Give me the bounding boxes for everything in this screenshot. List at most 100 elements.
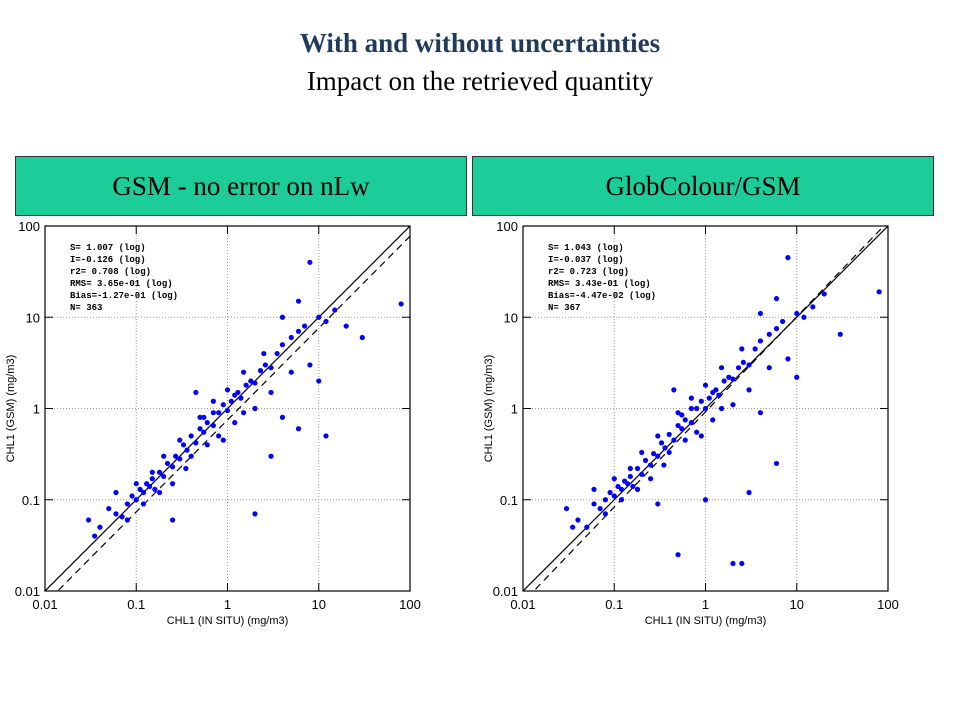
data-point [773,296,780,302]
x-tick-label: 10 [790,597,804,612]
data-point [224,407,231,414]
data-point [184,447,190,453]
data-point [639,471,645,477]
data-point [642,457,649,463]
data-point [591,501,597,507]
data-point [597,505,603,512]
data-point [92,533,98,539]
data-point [307,259,313,265]
slide-title: With and without uncertainties [299,28,661,58]
data-point [735,365,742,371]
data-point [694,429,700,435]
data-point [398,301,404,307]
data-point [730,402,736,408]
data-point [204,442,210,448]
data-point [124,501,131,507]
data-point [682,437,688,443]
data-point [766,365,772,371]
data-point [119,514,125,520]
data-point [197,414,203,420]
data-point [323,318,329,325]
data-point [307,362,313,368]
data-point [702,382,709,388]
data-point [137,486,143,492]
data-point [773,460,780,467]
y-tick-label: 100 [18,219,40,234]
data-point [235,389,241,396]
slide-subtitle: Impact on the retrieved quantity [306,66,654,96]
data-point [675,422,681,429]
x-tick-label: 1 [224,597,231,612]
x-tick-label: 0.01 [32,597,57,612]
data-point [302,323,308,329]
data-point [710,417,716,423]
data-point [180,442,187,448]
data-point [216,410,222,416]
data-point [634,465,641,472]
data-point [295,298,302,304]
data-point [156,469,163,475]
data-point [201,414,207,420]
scatter-plot-right: 0.01 0.1 1 10 100 0.01 0.1 1 10 100 CHL1 (IN SITU)… [483,219,899,627]
data-point [268,453,274,459]
data-point [201,429,207,435]
data-point [210,422,216,429]
data-point [261,350,267,357]
data-point [252,380,258,386]
x-axis-label: CHL1 (IN SITU) (mg/m3) [167,615,289,627]
data-point [140,501,147,507]
data-point [575,517,581,523]
data-point [716,392,722,398]
data-point [757,310,764,317]
data-point [288,369,294,375]
x-tick-label: 10 [312,597,326,612]
data-point [821,291,827,297]
data-point [164,460,171,467]
data-point [161,453,167,459]
data-point [682,417,688,423]
data-point [224,387,231,393]
y-tick-label: 1 [33,402,40,417]
stat-line: S= 1.007 (log) [70,243,146,253]
data-point [197,426,203,432]
data-point [173,453,179,459]
data-point [129,493,135,499]
stat-line: r2= 0.708 (log) [70,267,151,277]
data-point [279,314,286,320]
data-point [837,331,843,337]
data-point [671,387,677,393]
data-point [773,326,780,332]
data-point [161,473,167,480]
data-point [627,473,633,480]
regression-line [532,226,885,591]
data-point [262,362,268,368]
data-point [679,412,685,418]
data-point [607,489,613,496]
data-point [647,462,654,468]
data-point [216,433,222,439]
stat-line: RMS= 3.65e-01 (log) [70,279,173,289]
data-point [268,389,274,396]
data-point [177,456,183,462]
data-point [248,378,254,384]
one-to-one-line [523,226,888,591]
data-point [124,517,131,523]
data-point [563,505,570,512]
data-point [801,314,807,320]
data-point [655,501,661,507]
y-tick-label: 10 [504,310,518,325]
data-point [627,465,633,472]
stat-line: RMS= 3.43e-01 (log) [548,279,651,289]
data-point [630,483,636,490]
stat-line: I=-0.126 (log) [70,255,146,265]
data-point [679,426,685,432]
x-tick-label: 1 [702,597,709,612]
data-point [243,382,249,388]
panel-header-left: GSM - no error on nLw [15,156,467,216]
x-tick-label: 100 [877,597,899,612]
data-point [746,387,752,393]
data-point [757,410,764,416]
data-point [193,440,199,446]
data-point [713,387,719,393]
data-point [624,481,631,487]
